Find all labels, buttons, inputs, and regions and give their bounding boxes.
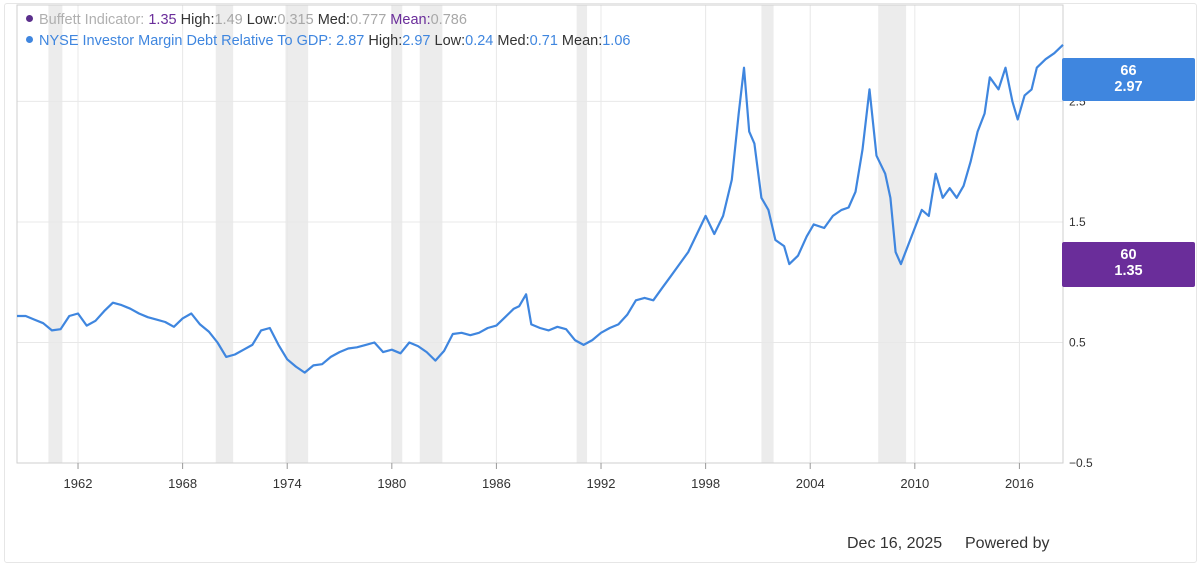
- badge-line-1: 60: [1120, 247, 1137, 263]
- badge-line-2: 2.97: [1114, 79, 1143, 95]
- x-tick-label: 1968: [168, 476, 197, 491]
- legend-current-value: 2.87: [336, 33, 365, 49]
- series-layer: [17, 44, 1064, 374]
- recession-band: [878, 5, 907, 463]
- y-tick-label: 1.5: [1069, 215, 1086, 229]
- legend-mean-label: Mean:: [561, 33, 603, 49]
- legend-high-label: High:: [180, 12, 215, 28]
- legend-med-label: Med:: [497, 33, 530, 49]
- legend: Buffett Indicator: 1.35 High:1.49 Low:0.…: [26, 10, 630, 52]
- recession-band: [576, 5, 588, 463]
- x-tick-label: 1980: [377, 476, 406, 491]
- x-tick-label: 1986: [482, 476, 511, 491]
- x-tick-label: 1998: [691, 476, 720, 491]
- recession-bands: [48, 5, 907, 463]
- legend-mean-label: Mean:: [390, 12, 431, 28]
- y-tick-label: 0.5: [1069, 335, 1086, 349]
- recession-band: [391, 5, 403, 463]
- legend-med-value: 0.777: [349, 12, 387, 28]
- x-tick-label: 2016: [1005, 476, 1034, 491]
- x-tick-label: 1992: [587, 476, 616, 491]
- legend-med-label: Med:: [317, 12, 350, 28]
- legend-marker-icon: [26, 15, 33, 22]
- legend-series-name: NYSE Investor Margin Debt Relative To GD…: [39, 33, 333, 49]
- legend-marker-icon: [26, 36, 33, 43]
- recession-band: [215, 5, 234, 463]
- chart-frame: [4, 3, 1197, 563]
- powered-by-link[interactable]: Powered by: [965, 535, 1050, 552]
- legend-med-value: 0.71: [529, 33, 558, 49]
- plot-area-border: [16, 4, 1064, 464]
- legend-high-label: High:: [368, 33, 403, 49]
- y-tick-label: −0.5: [1069, 456, 1093, 470]
- recession-band: [48, 5, 63, 463]
- x-tick-label: 1974: [273, 476, 302, 491]
- series-line-margin-debt[interactable]: [17, 44, 1064, 374]
- legend-series-name: Buffett Indicator:: [39, 12, 145, 28]
- x-tick-label: 2004: [796, 476, 825, 491]
- legend-low-label: Low:: [434, 33, 466, 49]
- badge-line-1: 66: [1120, 63, 1137, 79]
- legend-mean-value: 1.06: [602, 33, 631, 49]
- buffett-value-badge: 60 1.35: [1062, 242, 1195, 287]
- margin-debt-value-badge: 66 2.97: [1062, 58, 1195, 101]
- legend-low-value: 0.315: [277, 12, 314, 28]
- x-tick-label: 1962: [64, 476, 93, 491]
- legend-mean-value: 0.786: [430, 12, 467, 28]
- recession-band: [761, 5, 774, 463]
- legend-high-value: 2.97: [402, 33, 431, 49]
- legend-low-label: Low:: [246, 12, 278, 28]
- badge-line-2: 1.35: [1114, 263, 1143, 279]
- legend-item-buffett-indicator[interactable]: Buffett Indicator: 1.35 High:1.49 Low:0.…: [26, 10, 630, 31]
- legend-item-margin-debt[interactable]: NYSE Investor Margin Debt Relative To GD…: [26, 31, 630, 52]
- legend-high-value: 1.49: [214, 12, 243, 28]
- recession-band: [285, 5, 309, 463]
- legend-current-value: 1.35: [148, 12, 177, 28]
- x-axis: 1962 1968 1974 1980 1986 1992 1998 2004 2010 2016: [64, 463, 1034, 491]
- footer-date: Dec 16, 2025: [847, 535, 943, 552]
- legend-low-value: 0.24: [465, 33, 494, 49]
- x-tick-label: 2010: [900, 476, 929, 491]
- recession-band: [419, 5, 443, 463]
